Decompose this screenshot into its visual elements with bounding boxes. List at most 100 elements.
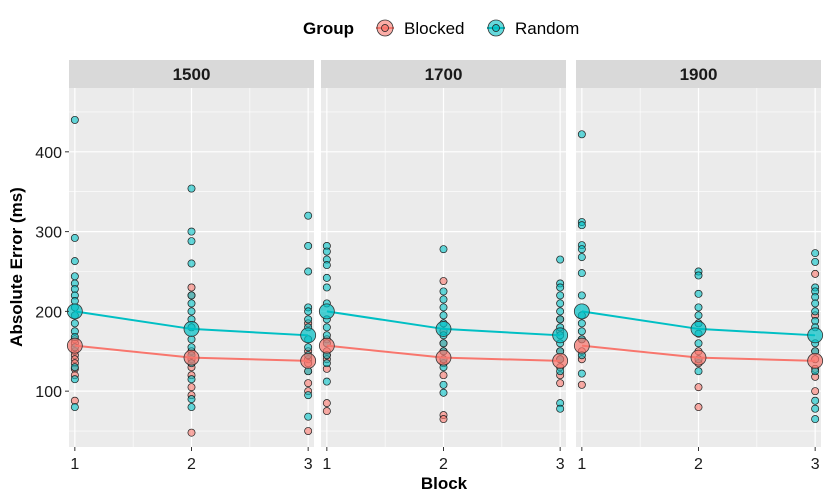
data-point-random — [70, 319, 79, 328]
mean-point-blocked — [552, 352, 569, 369]
data-point-random — [556, 307, 565, 316]
legend-key-blocked — [376, 19, 394, 37]
data-point-random — [439, 245, 448, 254]
y-tick-label: 200 — [35, 304, 62, 321]
strip-label-1700: 1700 — [425, 65, 463, 84]
data-point-random — [811, 415, 820, 424]
data-point-random — [70, 375, 79, 384]
data-point-blocked — [187, 383, 196, 392]
data-point-blocked — [556, 379, 565, 388]
data-point-random — [70, 363, 79, 372]
data-point-blocked — [694, 383, 703, 392]
data-point-random — [556, 255, 565, 264]
mean-point-random — [435, 321, 452, 337]
data-point-random — [811, 249, 820, 258]
data-point-random — [577, 269, 586, 278]
data-point-random — [577, 319, 586, 328]
data-point-random — [304, 307, 313, 316]
data-point-random — [187, 375, 196, 384]
data-point-random — [577, 369, 586, 378]
data-point-random — [694, 311, 703, 320]
strip-background — [69, 60, 314, 88]
y-axis: 100 200 300 400 — [35, 145, 69, 401]
strip-background — [576, 60, 821, 88]
data-point-random — [187, 237, 196, 246]
mean-point-blocked — [66, 337, 83, 354]
data-point-blocked — [439, 371, 448, 380]
data-point-random — [187, 259, 196, 268]
data-point-blocked — [811, 387, 820, 396]
mean-point-random — [690, 321, 707, 337]
data-point-random — [304, 242, 313, 250]
data-point-random — [304, 391, 313, 400]
strip-label-1900: 1900 — [680, 65, 718, 84]
data-point-random — [439, 287, 448, 296]
data-point-random — [322, 323, 331, 332]
data-point-random — [811, 299, 820, 308]
strip-background — [321, 60, 566, 88]
data-point-random — [439, 311, 448, 320]
data-marks — [573, 130, 824, 424]
y-axis-title: Absolute Error (ms) — [7, 187, 26, 347]
data-point-blocked — [187, 428, 196, 437]
x-tick-label: 1 — [70, 456, 79, 473]
mean-point-blocked — [690, 349, 707, 366]
mean-point-random — [300, 327, 317, 344]
legend-key-dot — [492, 24, 500, 32]
data-point-random — [811, 404, 820, 413]
data-point-random — [439, 303, 448, 312]
y-tick-label: 400 — [35, 145, 62, 162]
mean-point-blocked — [300, 352, 317, 369]
data-point-random — [577, 221, 586, 230]
data-point-random — [187, 227, 196, 236]
data-point-blocked — [811, 269, 820, 278]
x-tick-label: 2 — [187, 456, 196, 473]
facet-panel-1700: 1700 1 2 3 — [318, 60, 569, 473]
strip-label-1500: 1500 — [173, 65, 211, 84]
data-point-random — [694, 289, 703, 298]
x-axis-ticks: 1 2 3 — [577, 447, 820, 473]
data-point-random — [811, 257, 820, 266]
data-point-random — [304, 211, 313, 220]
mean-point-random — [318, 303, 335, 320]
mean-point-random — [183, 321, 200, 337]
data-point-random — [439, 295, 448, 304]
data-marks — [66, 115, 317, 437]
mean-point-blocked — [573, 337, 590, 354]
mean-point-random — [807, 327, 824, 344]
data-point-random — [577, 253, 586, 262]
data-point-random — [556, 404, 565, 413]
data-point-random — [304, 343, 313, 352]
data-point-random — [304, 267, 313, 276]
facet-panel-1500: 1500 1 2 3 — [66, 60, 317, 473]
data-point-random — [556, 283, 565, 292]
x-axis-ticks: 1 2 3 — [70, 447, 313, 473]
data-point-random — [694, 271, 703, 280]
mean-point-blocked — [807, 352, 824, 369]
data-point-random — [304, 412, 313, 421]
mean-point-blocked — [435, 349, 452, 366]
data-point-random — [70, 234, 79, 242]
legend-label-blocked: Blocked — [404, 19, 464, 38]
mean-point-blocked — [318, 337, 335, 354]
x-tick-label: 2 — [694, 456, 703, 473]
data-point-random — [439, 380, 448, 389]
data-point-random — [187, 291, 196, 300]
data-point-random — [70, 115, 79, 124]
data-point-random — [322, 377, 331, 386]
data-point-random — [694, 303, 703, 312]
data-point-blocked — [439, 415, 448, 424]
data-point-blocked — [304, 379, 313, 388]
y-tick-label: 100 — [35, 384, 62, 401]
data-point-random — [70, 257, 79, 266]
data-point-random — [577, 245, 586, 254]
data-point-blocked — [322, 407, 331, 416]
x-tick-label: 3 — [811, 456, 820, 473]
x-tick-label: 3 — [304, 456, 313, 473]
data-point-random — [556, 291, 565, 300]
legend-title: Group — [303, 19, 354, 38]
data-point-blocked — [694, 403, 703, 412]
data-point-blocked — [304, 427, 313, 435]
data-point-random — [322, 247, 331, 256]
legend: Group Blocked Random — [303, 19, 579, 38]
